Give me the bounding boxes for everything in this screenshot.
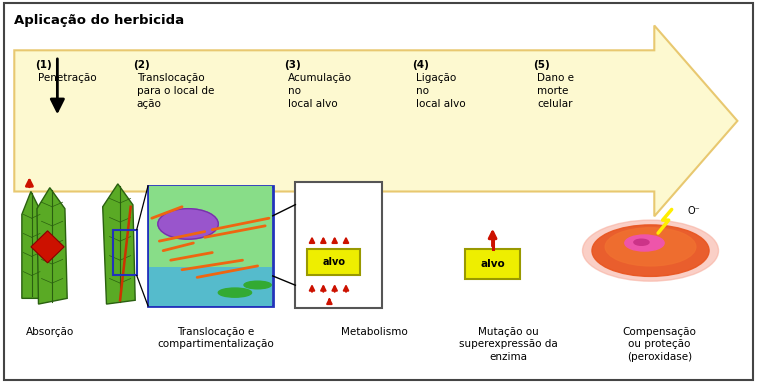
Polygon shape	[37, 188, 67, 304]
Circle shape	[158, 209, 218, 239]
Ellipse shape	[244, 281, 271, 289]
Text: Metabolismo: Metabolismo	[341, 327, 408, 337]
Text: Translocação
para o local de
ação: Translocação para o local de ação	[137, 73, 214, 109]
Text: O⁻: O⁻	[688, 206, 701, 216]
Text: alvo: alvo	[322, 257, 345, 267]
Bar	[113, 230, 137, 275]
Bar	[307, 249, 360, 275]
Text: Acumulação
no
local alvo: Acumulação no local alvo	[288, 73, 352, 109]
Polygon shape	[14, 26, 737, 216]
Text: Absorção: Absorção	[26, 327, 74, 337]
Bar	[466, 249, 520, 279]
Ellipse shape	[218, 288, 251, 297]
Ellipse shape	[625, 235, 664, 251]
Bar	[149, 267, 272, 306]
Text: Dano e
morte
celular: Dano e morte celular	[537, 73, 574, 109]
Bar	[295, 182, 382, 308]
Text: (2): (2)	[133, 60, 150, 70]
Text: Translocação e
compartimentalização: Translocação e compartimentalização	[157, 327, 275, 349]
Ellipse shape	[634, 239, 649, 245]
Text: (3): (3)	[284, 60, 301, 70]
Ellipse shape	[592, 225, 709, 277]
Polygon shape	[22, 192, 42, 298]
Text: Mutação ou
superexpressão da
enzima: Mutação ou superexpressão da enzima	[459, 327, 558, 362]
Text: (1): (1)	[35, 60, 51, 70]
Polygon shape	[103, 184, 136, 304]
Text: Aplicação do herbicida: Aplicação do herbicida	[14, 14, 185, 27]
Ellipse shape	[583, 220, 718, 281]
Text: (4): (4)	[413, 60, 429, 70]
Text: (5): (5)	[534, 60, 550, 70]
Text: Compensação
ou proteção
(peroxidase): Compensação ou proteção (peroxidase)	[623, 327, 696, 362]
Bar	[148, 186, 273, 306]
Bar	[149, 186, 272, 267]
Ellipse shape	[605, 228, 696, 266]
Text: alvo: alvo	[480, 259, 505, 269]
Polygon shape	[31, 231, 64, 263]
Text: Penetração: Penetração	[39, 73, 97, 83]
Text: Ligação
no
local alvo: Ligação no local alvo	[416, 73, 466, 109]
